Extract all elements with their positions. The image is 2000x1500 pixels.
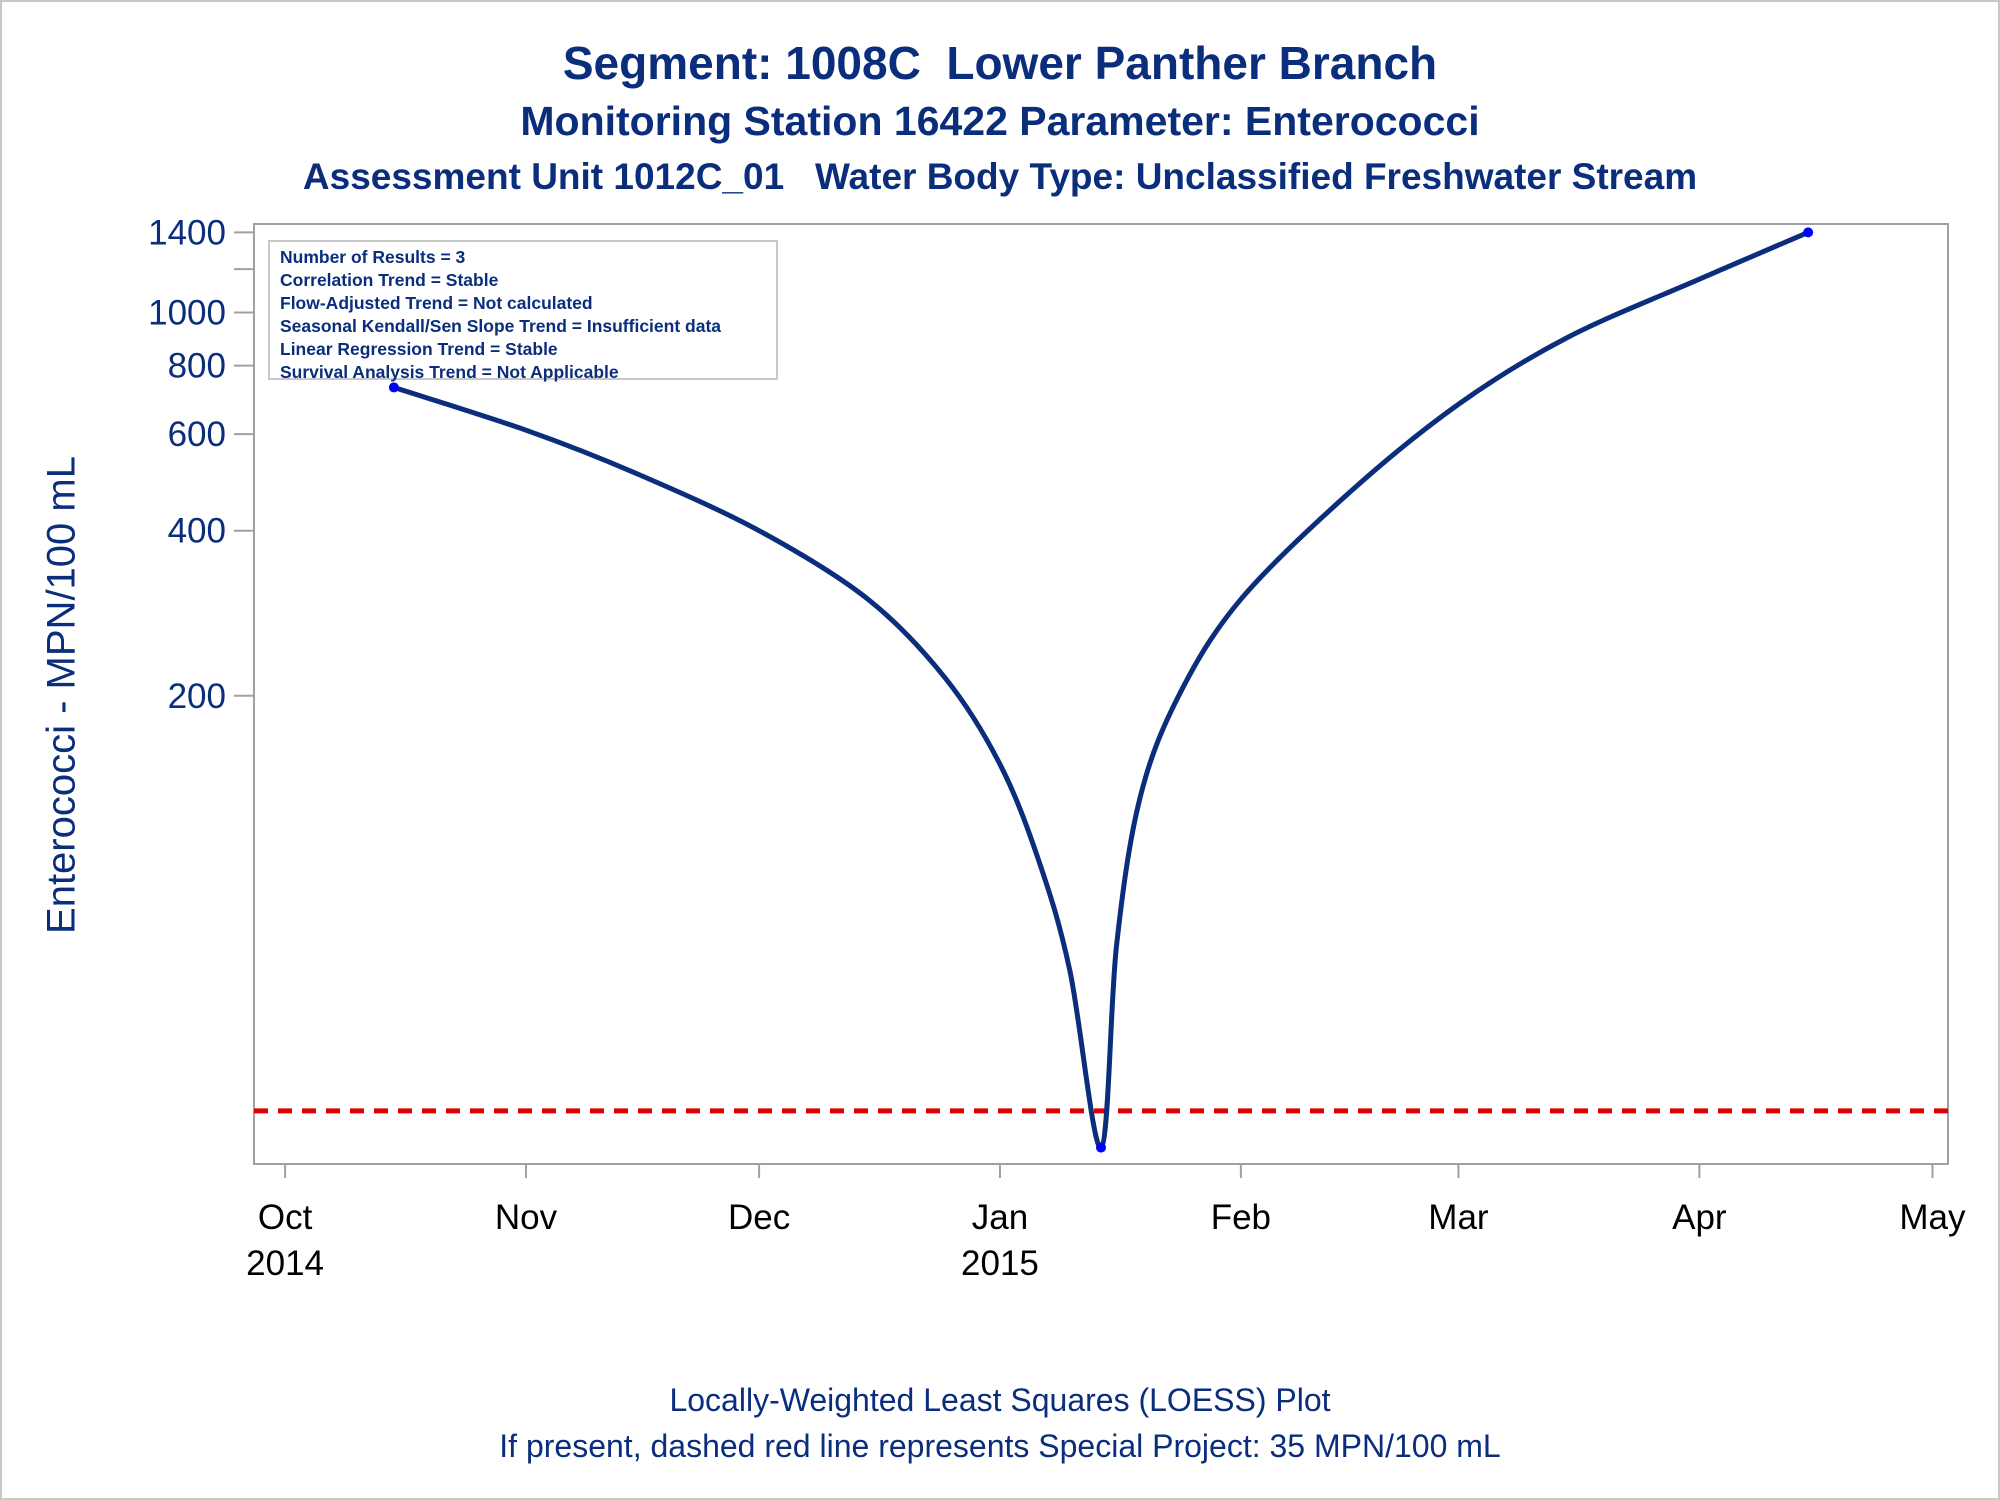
y-tick-label: 1000 — [148, 293, 226, 332]
footnote-method: Locally-Weighted Least Squares (LOESS) P… — [669, 1382, 1331, 1418]
stats-line: Correlation Trend = Stable — [280, 270, 499, 290]
y-axis: 1400 1000 800 600 400 200 — [148, 213, 254, 716]
stats-line: Linear Regression Trend = Stable — [280, 339, 558, 359]
data-point — [388, 382, 399, 393]
stats-line: Survival Analysis Trend = Not Applicable — [280, 362, 619, 382]
y-tick-label: 400 — [168, 512, 226, 551]
data-points — [388, 227, 1814, 1153]
x-tick-label: Jan — [972, 1198, 1028, 1237]
stats-line: Flow-Adjusted Trend = Not calculated — [280, 293, 593, 313]
x-tick-label: Dec — [728, 1198, 790, 1237]
y-axis-label: Enterococci - MPN/100 mL — [39, 456, 84, 934]
x-tick-label: Oct — [258, 1198, 313, 1237]
x-axis: Oct 2014 Nov Dec Jan 2015 Feb Mar Apr May — [246, 1164, 1966, 1283]
stats-line: Number of Results = 3 — [280, 247, 466, 267]
stats-box: Number of Results = 3 Correlation Trend … — [268, 240, 778, 382]
data-point — [1096, 1142, 1106, 1153]
x-tick-label: Mar — [1428, 1198, 1489, 1237]
y-tick-label: 1400 — [148, 213, 226, 252]
footnote-reference: If present, dashed red line represents S… — [499, 1428, 1501, 1464]
x-tick-sublabel: 2014 — [246, 1244, 324, 1283]
stats-line: Seasonal Kendall/Sen Slope Trend = Insuf… — [280, 316, 722, 336]
y-tick-label: 800 — [168, 347, 226, 386]
y-tick-label: 600 — [168, 415, 226, 454]
chart-title: Segment: 1008C Lower Panther Branch — [562, 37, 1438, 89]
chart-subtitle-station: Monitoring Station 16422 Parameter: Ente… — [520, 98, 1480, 144]
x-tick-label: Apr — [1672, 1198, 1727, 1237]
x-tick-sublabel: 2015 — [961, 1244, 1039, 1283]
x-tick-label: May — [1899, 1198, 1966, 1237]
plot-area — [253, 223, 1949, 1165]
x-tick-label: Nov — [495, 1198, 558, 1237]
chart-subtitle-assessment: Assessment Unit 1012C_01 Water Body Type… — [302, 156, 1698, 197]
loess-curve — [393, 230, 1810, 1151]
y-tick-label: 200 — [168, 677, 226, 716]
data-point — [1803, 227, 1814, 238]
x-tick-label: Feb — [1211, 1198, 1271, 1237]
